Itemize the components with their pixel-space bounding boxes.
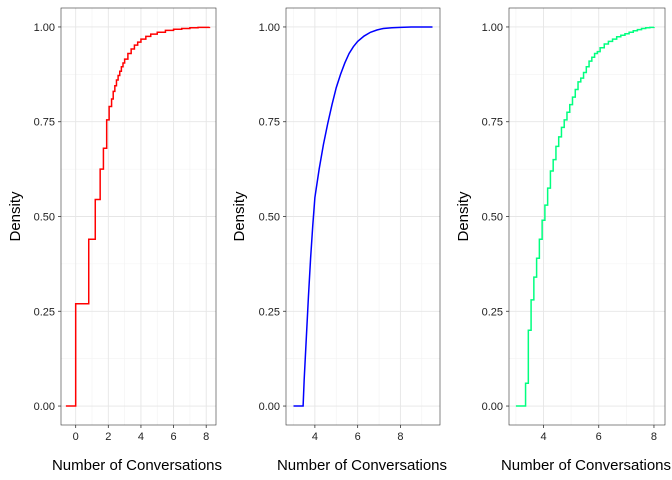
ecdf-series-line [293,26,433,407]
x-tick-label: 0 [73,431,79,443]
ecdf-series-line [65,26,211,407]
chart-panel-1: 0 2 4 6 8 0.00 0.25 0.50 0.75 1.00 Number of Conve… [7,7,222,474]
chart-panel-3: 4 6 8 0.00 0.25 0.50 0.75 1.00 Number of Convers… [455,7,671,474]
ecdf-series-line [515,26,655,407]
y-tick-label: 0.25 [259,306,280,318]
y-tick-label: 0.50 [482,212,503,224]
y-axis-title: Density [7,191,24,242]
chart-panel-2: 4 6 8 0.00 0.25 0.50 0.75 1.00 Number of Convers… [231,7,447,474]
x-tick-label: 6 [171,431,177,443]
x-tick-label: 8 [651,431,657,443]
y-tick-label: 0.50 [34,212,55,224]
x-tick-label: 4 [312,431,318,443]
y-tick-label: 0.25 [34,306,55,318]
y-tick-label: 0.75 [482,117,503,129]
y-tick-label: 1.00 [34,22,55,34]
y-tick-label: 0.50 [259,212,280,224]
x-tick-label: 6 [596,431,602,443]
x-tick-label: 4 [138,431,144,443]
x-axis-title: Number of Conversations [501,457,671,474]
x-tick-label: 8 [397,431,403,443]
y-tick-label: 0.75 [34,117,55,129]
y-axis-title: Density [231,191,248,242]
y-tick-label: 0.00 [34,401,55,413]
y-tick-label: 1.00 [482,22,503,34]
y-tick-label: 0.75 [259,117,280,129]
y-axis-title: Density [455,191,472,242]
y-tick-label: 0.00 [482,401,503,413]
x-axis-title: Number of Conversations [277,457,447,474]
y-tick-label: 1.00 [259,22,280,34]
x-tick-label: 4 [540,431,546,443]
x-axis-title: Number of Conversations [52,457,222,474]
y-tick-label: 0.00 [259,401,280,413]
y-tick-label: 0.25 [482,306,503,318]
x-tick-label: 6 [355,431,361,443]
x-tick-label: 2 [105,431,111,443]
x-tick-label: 8 [203,431,209,443]
